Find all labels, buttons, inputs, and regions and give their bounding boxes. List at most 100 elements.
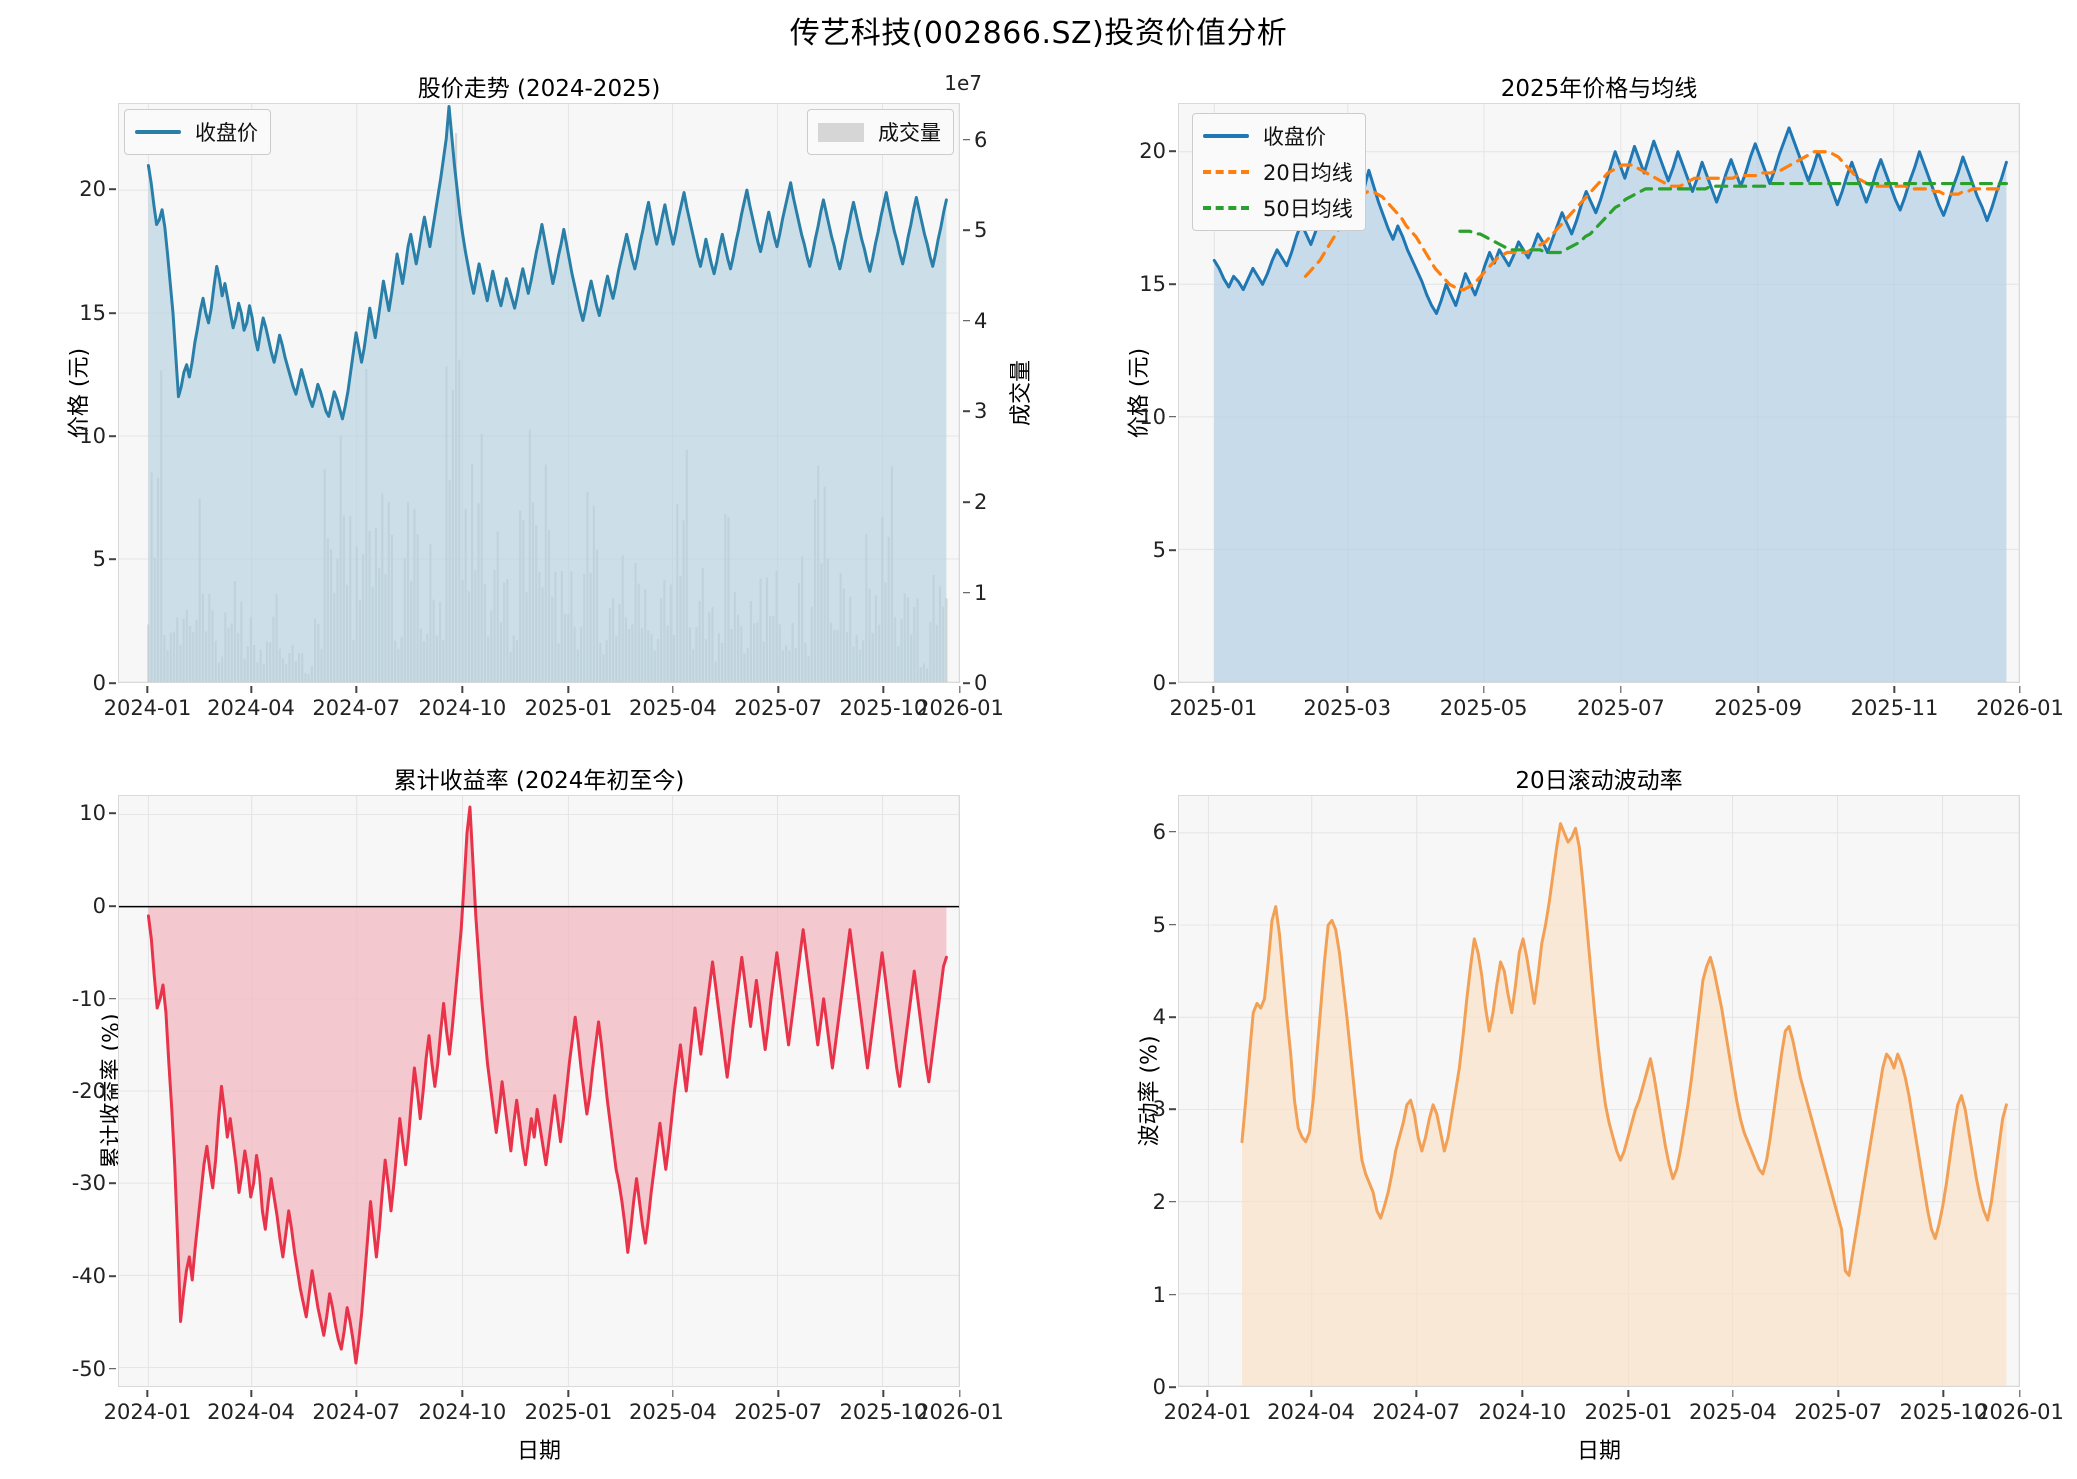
x-tick: 2025-07 — [734, 1400, 822, 1424]
x-tick: 2026-01 — [1976, 1400, 2064, 1424]
x-tick: 2024-07 — [312, 1400, 401, 1424]
volume-offset-text: 1e7 — [944, 71, 982, 95]
panel-price-volume-ylabel-right: 成交量 — [1008, 359, 1034, 427]
legend-label-volume: 成交量 — [878, 121, 941, 145]
x-tick: 2025-04 — [629, 696, 717, 720]
y-tick: 0 — [92, 671, 106, 695]
y-tick: -20 — [71, 1079, 106, 1103]
close-line-swatch — [135, 130, 181, 134]
y-tick: 1 — [1152, 1282, 1166, 1307]
y-tick: 5 — [1152, 538, 1166, 563]
x-tick: 2025-09 — [1714, 696, 1802, 720]
x-tick: 2025-01 — [1584, 1400, 1673, 1424]
x-tick: 2024-07 — [1372, 1400, 1461, 1424]
x-tick: 2026-01 — [916, 1400, 1004, 1424]
y-tick: -50 — [71, 1356, 106, 1381]
y-tick-right: 2 — [974, 490, 988, 515]
x-tick: 2024-04 — [1267, 1400, 1355, 1424]
x-tick: 2025-01 — [524, 1400, 613, 1424]
legend-item-close: 收盘价 — [1203, 121, 1353, 151]
ma20-line-swatch — [1203, 170, 1249, 174]
y-tick: 2 — [1152, 1189, 1166, 1214]
y-tick: -30 — [71, 1171, 106, 1196]
y-tick-right: 1 — [974, 580, 988, 605]
panel-rolling-volatility-xlabel: 日期 — [1576, 1439, 1621, 1464]
x-tick: 2026-01 — [916, 696, 1004, 720]
panel-price-ma-legend: 收盘价 20日均线 50日均线 — [1192, 113, 1366, 231]
x-tick: 2025-10 — [1899, 1400, 1988, 1424]
panel-rolling-volatility-plot — [1178, 795, 2020, 1387]
y-tick: 5 — [1152, 912, 1166, 937]
panel-price-volume-title: 股价走势 (2024-2025) — [417, 76, 661, 102]
y-tick-right: 0 — [974, 671, 988, 695]
x-tick: 2024-10 — [418, 1400, 507, 1424]
y-tick: 10 — [1139, 404, 1166, 429]
legend-item-volume: 成交量 — [818, 117, 941, 147]
y-tick: -40 — [71, 1264, 106, 1289]
panel-price-volume-plot — [118, 103, 960, 683]
x-tick: 2025-10 — [839, 1400, 928, 1424]
y-tick: 10 — [79, 801, 106, 826]
panel-price-volume-legend-volume: 成交量 — [807, 109, 954, 155]
y-tick: 3 — [1152, 1097, 1166, 1122]
y-tick: 20 — [79, 177, 106, 202]
x-tick: 2024-10 — [418, 696, 507, 720]
close-line-swatch — [1203, 134, 1249, 138]
x-tick: 2025-07 — [1577, 696, 1665, 720]
panel-cumulative-return: 累计收益率 (2024年初至今) 累计收益率 (%) 日期 10 0 -10 -… — [72, 768, 1004, 1464]
y-tick: 0 — [92, 894, 106, 919]
legend-label-close: 收盘价 — [1263, 125, 1326, 149]
x-tick: 2024-10 — [1478, 1400, 1567, 1424]
panel-price-volume-legend-price: 收盘价 — [124, 109, 271, 155]
y-tick: 6 — [1152, 819, 1166, 844]
y-tick-right: 5 — [974, 218, 988, 243]
panel-cumulative-return-title: 累计收益率 (2024年初至今) — [393, 768, 685, 794]
x-tick: 2025-01 — [1169, 696, 1258, 720]
panel-price-volume: 股价走势 (2024-2025) 价格 (元) 成交量 1e7 收盘价 成交量 … — [67, 71, 1034, 720]
x-tick: 2025-05 — [1439, 696, 1528, 720]
figure-title: 传艺科技(002866.SZ)投资价值分析 — [789, 16, 1288, 51]
y-tick: 20 — [1139, 139, 1166, 164]
y-tick-right: 4 — [974, 308, 988, 333]
x-tick: 2024-04 — [207, 696, 295, 720]
legend-label-ma20: 20日均线 — [1263, 161, 1353, 185]
x-tick: 2024-01 — [103, 696, 192, 720]
panel-rolling-volatility: 20日滚动波动率 波动率 (%) 日期 6 5 4 3 2 1 0 2024-0… — [1138, 768, 2064, 1464]
x-tick: 2025-01 — [524, 696, 613, 720]
x-tick: 2026-01 — [1976, 696, 2064, 720]
legend-label-close: 收盘价 — [195, 121, 258, 145]
x-tick: 2024-04 — [207, 1400, 295, 1424]
y-tick: 15 — [79, 300, 106, 325]
y-tick-right: 6 — [974, 127, 988, 152]
legend-item-ma20: 20日均线 — [1203, 157, 1353, 187]
ma50-line-swatch — [1203, 206, 1249, 210]
y-tick: 10 — [79, 423, 106, 448]
legend-label-ma50: 50日均线 — [1263, 197, 1353, 221]
y-tick-right: 3 — [974, 398, 988, 423]
volume-bar-swatch — [818, 122, 864, 142]
y-tick: -10 — [71, 986, 106, 1011]
x-tick: 2025-04 — [629, 1400, 717, 1424]
y-tick: 5 — [92, 547, 106, 572]
panel-rolling-volatility-ylabel: 波动率 (%) — [1137, 1035, 1163, 1147]
panel-cumulative-return-xlabel: 日期 — [516, 1439, 561, 1464]
x-tick: 2024-01 — [103, 1400, 192, 1424]
x-tick: 2025-10 — [839, 696, 928, 720]
x-tick: 2024-07 — [312, 696, 401, 720]
y-tick: 0 — [1152, 1375, 1166, 1399]
panel-price-ma: 2025年价格与均线 价格 (元) 收盘价 20日均线 50日均线 20 15 … — [1127, 76, 2064, 720]
legend-item-close: 收盘价 — [135, 117, 258, 147]
panel-cumulative-return-plot — [118, 795, 960, 1387]
x-tick: 2025-04 — [1689, 1400, 1777, 1424]
x-tick: 2024-01 — [1163, 1400, 1252, 1424]
panel-price-ma-title: 2025年价格与均线 — [1500, 76, 1698, 102]
x-tick: 2025-03 — [1303, 696, 1392, 720]
panel-rolling-volatility-title: 20日滚动波动率 — [1515, 768, 1683, 794]
y-tick: 0 — [1152, 671, 1166, 695]
x-tick: 2025-11 — [1850, 696, 1939, 720]
y-tick: 4 — [1152, 1005, 1166, 1029]
y-tick: 15 — [1139, 271, 1166, 296]
legend-item-ma50: 50日均线 — [1203, 193, 1353, 223]
x-tick: 2025-07 — [734, 696, 822, 720]
x-tick: 2025-07 — [1794, 1400, 1882, 1424]
